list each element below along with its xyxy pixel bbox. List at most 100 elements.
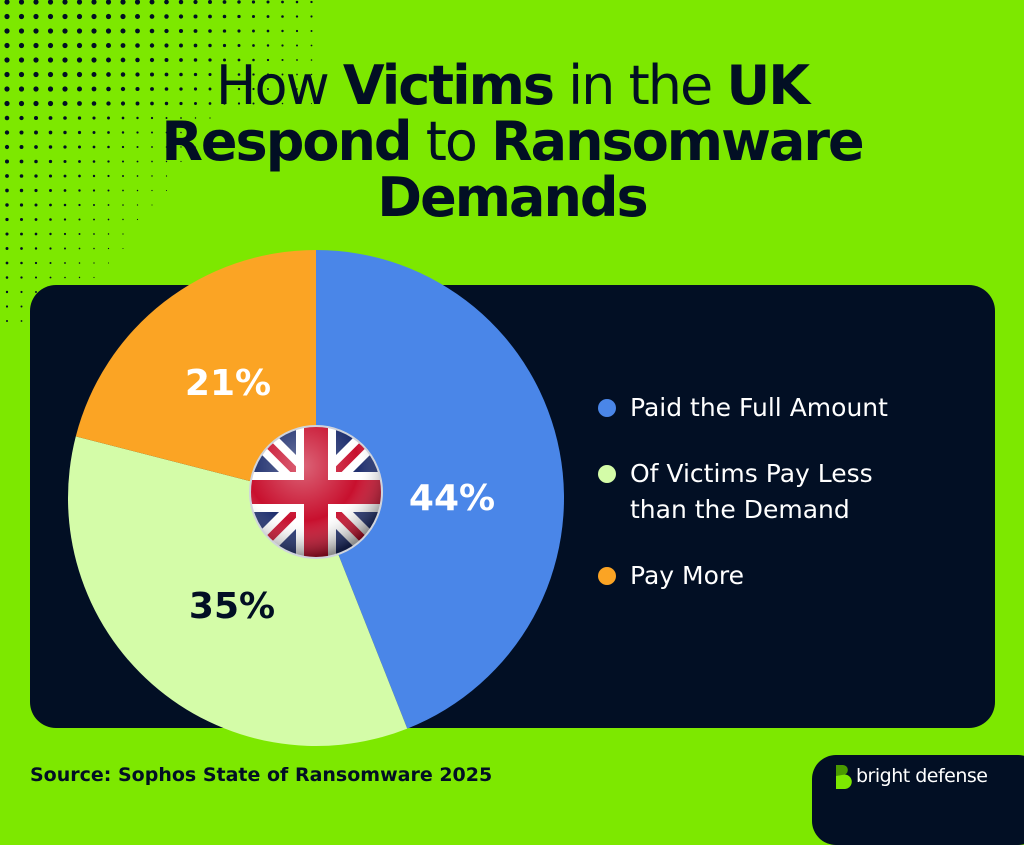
pattern-dot <box>48 145 53 149</box>
pattern-dot <box>91 42 97 49</box>
source-note: Source: Sophos State of Ransomware 2025 <box>30 764 493 786</box>
pattern-dot <box>92 131 96 134</box>
pattern-dot <box>62 100 68 107</box>
pattern-dot <box>78 174 81 178</box>
legend-swatch <box>598 465 616 483</box>
pattern-dot <box>136 131 139 134</box>
pattern-dot <box>47 71 54 78</box>
pattern-dot <box>49 203 52 207</box>
pattern-dot <box>48 130 53 135</box>
pattern-dot <box>267 88 269 90</box>
legend-label: Of Victims Pay Less <box>630 459 873 488</box>
pattern-dot <box>62 13 68 20</box>
pattern-dot <box>20 261 23 265</box>
pattern-dot <box>19 130 24 135</box>
pattern-dot <box>296 73 298 76</box>
pattern-dot <box>151 146 153 148</box>
pattern-dot <box>107 233 110 235</box>
pattern-dot <box>4 28 10 34</box>
pattern-dot <box>237 87 241 91</box>
pattern-dot <box>149 72 155 77</box>
pattern-dot <box>120 43 126 48</box>
title-segment: Respond <box>161 110 412 173</box>
pattern-dot <box>237 29 241 33</box>
pattern-dot <box>93 218 95 221</box>
pattern-dot <box>49 261 52 265</box>
pattern-dot <box>49 247 52 250</box>
pattern-dot <box>222 0 227 4</box>
pattern-dot <box>296 88 298 90</box>
pattern-dot <box>310 15 313 18</box>
pattern-dot <box>252 87 255 91</box>
pattern-dot <box>107 189 110 192</box>
pattern-dot <box>295 15 299 18</box>
pattern-dot <box>47 86 54 92</box>
pie-slice <box>68 436 408 746</box>
pattern-dot <box>122 204 124 206</box>
pattern-dot <box>164 43 169 48</box>
pattern-dot <box>78 218 81 221</box>
pattern-dot <box>106 86 111 92</box>
legend-swatch <box>598 399 616 417</box>
pattern-dot <box>179 72 183 77</box>
pattern-dot <box>92 116 96 120</box>
pattern-dot <box>77 130 82 135</box>
pattern-dot <box>134 0 141 5</box>
pattern-dot <box>105 42 112 49</box>
slice-data-label: 35% <box>189 586 275 627</box>
pattern-dot <box>150 101 154 106</box>
pattern-dot <box>120 101 126 106</box>
pattern-dot <box>135 57 140 63</box>
pattern-dot <box>165 160 168 163</box>
pattern-dot <box>281 88 284 90</box>
pattern-dot <box>92 145 96 149</box>
pattern-dot <box>222 58 227 62</box>
pattern-dot <box>120 0 126 5</box>
pattern-dot <box>151 204 153 206</box>
uk-flag-icon <box>249 425 383 559</box>
pattern-dot <box>47 100 54 107</box>
pattern-dot <box>76 86 83 92</box>
pattern-dot <box>4 115 10 121</box>
pattern-dot <box>93 247 95 250</box>
pattern-dot <box>194 117 197 119</box>
pattern-dot <box>106 101 111 106</box>
pattern-dot <box>121 131 125 134</box>
pattern-dot <box>209 117 211 119</box>
pattern-dot <box>208 0 212 4</box>
pattern-dot <box>47 57 54 63</box>
brand-logo: bright defense <box>812 755 1024 845</box>
pattern-dot <box>136 116 139 120</box>
pattern-dot <box>165 131 168 134</box>
pattern-dot <box>165 175 168 177</box>
pattern-dot <box>91 28 97 34</box>
pattern-dot <box>107 131 110 134</box>
slice-data-label: 21% <box>185 363 271 404</box>
pattern-dot <box>164 87 169 91</box>
pattern-dot <box>281 58 284 62</box>
pattern-dot <box>64 276 66 279</box>
pattern-dot <box>33 57 39 63</box>
title-line-2: Respond to Ransomware <box>0 114 1024 170</box>
pattern-dot <box>281 15 284 18</box>
pattern-dot <box>180 160 182 163</box>
pattern-dot <box>266 15 270 18</box>
pattern-dot <box>266 58 270 62</box>
pattern-dot <box>135 86 140 92</box>
pattern-dot <box>78 145 81 149</box>
pattern-dot <box>120 57 126 63</box>
pattern-dot <box>252 44 255 47</box>
pattern-dot <box>5 159 9 164</box>
pattern-dot <box>149 57 155 63</box>
pattern-dot <box>164 14 169 19</box>
pattern-dot <box>295 0 299 4</box>
pattern-dot <box>33 13 39 20</box>
pattern-dot <box>5 319 9 323</box>
pattern-dot <box>120 72 126 77</box>
pattern-dot <box>78 233 81 235</box>
dot-pattern <box>4 0 313 323</box>
pattern-dot <box>267 102 269 105</box>
pattern-dot <box>107 174 110 178</box>
pattern-dot <box>310 102 313 105</box>
pattern-dot <box>62 57 68 63</box>
